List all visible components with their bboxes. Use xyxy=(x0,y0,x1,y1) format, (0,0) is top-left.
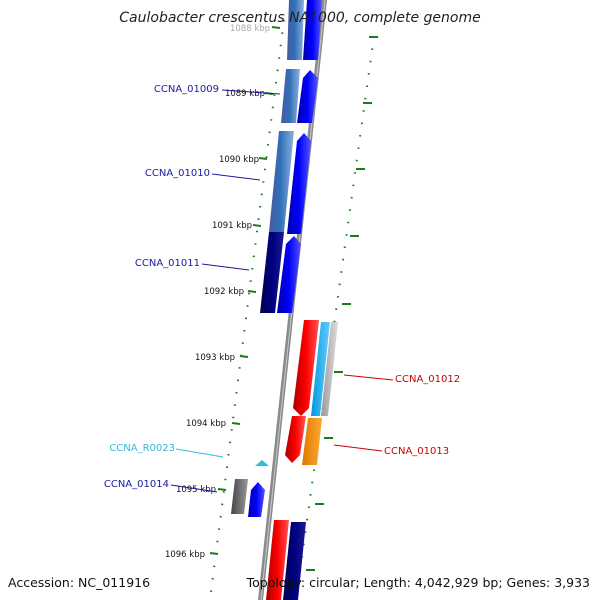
reverse-strand-genes xyxy=(285,320,338,465)
kbp-major-tick xyxy=(217,488,227,491)
accession-text: Accession: NC_011916 xyxy=(8,575,151,590)
gene-arrow-ccna-01014[interactable] xyxy=(248,482,265,517)
kbp-major-tick xyxy=(247,290,257,293)
rna-feature-ccna-r0023[interactable] xyxy=(255,460,269,466)
leader-line xyxy=(211,173,261,181)
kbp-major-tick xyxy=(209,552,219,555)
gene-block-ccna-01011-outer[interactable] xyxy=(260,232,284,313)
gene-label-ccna-01013[interactable]: CCNA_01013 xyxy=(384,446,449,457)
leader-line xyxy=(175,448,224,458)
gene-block-ccna-01014-outer[interactable] xyxy=(231,479,248,514)
gene-block-ccna-01013-outer[interactable] xyxy=(302,418,322,465)
kbp-major-tick xyxy=(271,26,281,29)
gene-block-ccna-01012-shadow[interactable] xyxy=(321,322,338,416)
gene-label-ccna-r0023[interactable]: CCNA_R0023 xyxy=(109,443,175,454)
leader-line xyxy=(221,89,281,95)
gene-label-ccna-01011[interactable]: CCNA_01011 xyxy=(135,258,200,269)
gene-block-ccna-01012-outer[interactable] xyxy=(311,322,330,416)
gene-block-ccna-01009-outer[interactable] xyxy=(281,69,300,123)
kbp-label: 1088 kbp xyxy=(230,24,270,34)
gene-labels: CCNA_01009 CCNA_01010 CCNA_01011 CCNA_01… xyxy=(104,84,460,493)
gene-arrow-ccna-01013[interactable] xyxy=(285,416,306,463)
kbp-label: 1090 kbp xyxy=(219,155,259,165)
kbp-label: 1092 kbp xyxy=(204,287,244,297)
topology-text: Topology: circular; Length: 4,042,929 bp… xyxy=(246,575,590,590)
forward-strand-genes xyxy=(231,0,322,600)
gene-arrow-ccna-01009[interactable] xyxy=(297,70,318,123)
kbp-label: 1093 kbp xyxy=(195,353,235,363)
gene-arrow-bottom-red[interactable] xyxy=(266,520,289,600)
kbp-label: 1089 kbp xyxy=(225,89,265,99)
gene-arrow-ccna-01012[interactable] xyxy=(293,320,319,416)
gene-block-ccna-01008-outer[interactable] xyxy=(287,0,304,60)
map-title: Caulobacter crescentus NA1000, complete … xyxy=(119,10,481,26)
gene-arrow-ccna-01010[interactable] xyxy=(287,133,311,234)
kbp-ruler: 1088 kbp 1089 kbp 1090 kbp 1091 kbp 1092… xyxy=(165,19,378,600)
gene-arrow-bottom-navy[interactable] xyxy=(283,522,306,600)
kbp-label: 1094 kbp xyxy=(186,419,226,429)
leader-line xyxy=(333,444,383,452)
kbp-label: 1096 kbp xyxy=(165,550,205,560)
kbp-major-tick xyxy=(231,422,241,425)
gene-label-ccna-01009[interactable]: CCNA_01009 xyxy=(154,84,219,95)
kbp-major-tick xyxy=(239,355,249,358)
leader-line xyxy=(201,263,250,271)
gene-arrow-ccna-01011[interactable] xyxy=(277,236,301,313)
kbp-major-tick xyxy=(252,224,262,227)
gene-block-ccna-01010-outer[interactable] xyxy=(269,131,294,232)
leader-line xyxy=(343,374,394,381)
kbp-label: 1095 kbp xyxy=(176,485,216,495)
leader-line xyxy=(170,484,218,493)
gene-label-ccna-01010[interactable]: CCNA_01010 xyxy=(145,168,210,179)
gene-arrow-ccna-01008[interactable] xyxy=(303,0,322,60)
gene-label-ccna-01014[interactable]: CCNA_01014 xyxy=(104,479,169,490)
kbp-label: 1091 kbp xyxy=(212,221,252,231)
gene-label-ccna-01012[interactable]: CCNA_01012 xyxy=(395,374,460,385)
kbp-major-tick xyxy=(258,157,268,160)
